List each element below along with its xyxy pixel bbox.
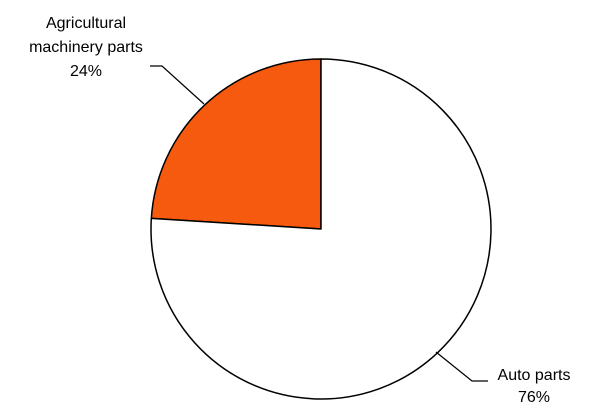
leader-line-auto [435,351,488,382]
leader-line-agricultural [150,65,205,105]
slice-label-agricultural: Agricultural machinery parts 24% [29,15,143,80]
slice-label-agricultural-line2: machinery parts [29,39,143,56]
slice-percent-auto: 76% [518,389,550,405]
slice-label-auto: Auto parts 76% [498,367,571,405]
slice-percent-agricultural: 24% [70,63,102,80]
pie-slices [150,58,492,400]
leader-lines [150,65,488,382]
slice-label-agricultural-line1: Agricultural [46,15,126,32]
slice-label-auto-line1: Auto parts [498,367,571,384]
slice-agricultural-machinery-parts [150,58,322,230]
